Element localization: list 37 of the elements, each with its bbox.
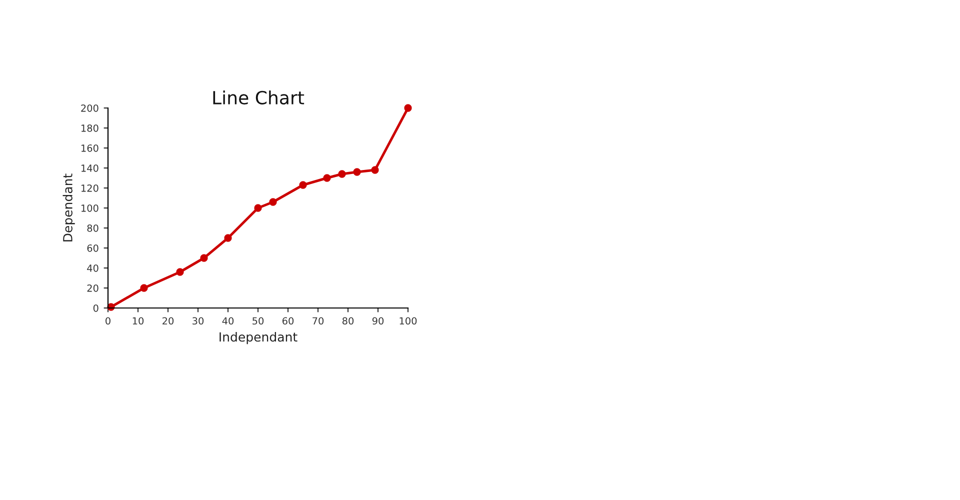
point bbox=[299, 181, 307, 189]
point bbox=[404, 104, 412, 112]
y-tick-label: 120 bbox=[81, 184, 98, 192]
x-tick-label: 70 bbox=[312, 317, 324, 325]
x-tick-label: 50 bbox=[252, 317, 264, 325]
y-tick-label: 100 bbox=[81, 204, 98, 212]
y-axis-title: Dependant bbox=[62, 174, 75, 242]
x-tick-label: 90 bbox=[372, 317, 384, 325]
x-tick-label: 40 bbox=[222, 317, 234, 325]
point bbox=[140, 284, 148, 292]
x-tick-label: 10 bbox=[132, 317, 144, 325]
point bbox=[371, 166, 379, 174]
y-tick-label: 40 bbox=[87, 264, 98, 272]
x-tick-label: 80 bbox=[342, 317, 354, 325]
point bbox=[254, 204, 262, 212]
y-tick-label: 180 bbox=[81, 124, 98, 132]
chart-title: Line Chart bbox=[213, 90, 304, 104]
y-tick-label: 200 bbox=[81, 104, 98, 112]
x-axis-title: Independant bbox=[220, 332, 298, 344]
point bbox=[323, 174, 331, 182]
y-tick-label: 20 bbox=[87, 284, 98, 292]
y-tick-label: 140 bbox=[81, 164, 98, 172]
y-tick-label: 0 bbox=[93, 304, 98, 312]
x-tick-label: 0 bbox=[106, 317, 110, 325]
x-tick-label: 100 bbox=[400, 317, 417, 325]
point bbox=[224, 234, 232, 242]
x-tick-label: 30 bbox=[192, 317, 204, 325]
point bbox=[176, 268, 184, 276]
point bbox=[200, 254, 208, 262]
x-tick-label: 60 bbox=[282, 317, 294, 325]
point bbox=[353, 168, 361, 176]
y-tick-label: 60 bbox=[87, 244, 98, 252]
point bbox=[269, 198, 277, 206]
x-tick-label: 20 bbox=[162, 317, 174, 325]
point bbox=[338, 170, 346, 178]
y-tick-label: 80 bbox=[87, 224, 98, 232]
y-tick-label: 160 bbox=[81, 144, 98, 152]
